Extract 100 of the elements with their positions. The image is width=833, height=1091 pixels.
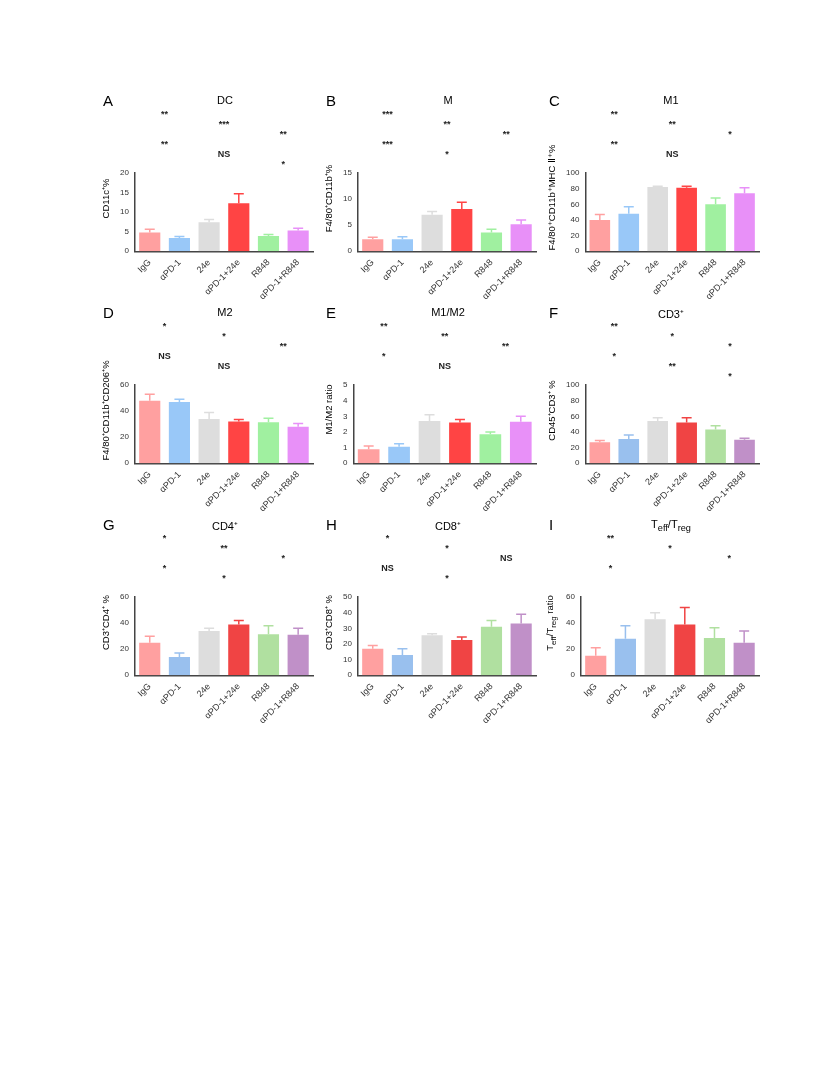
y-tick-label: 10 [342, 194, 353, 204]
text: NS [438, 361, 451, 372]
y-tick-label: 15 [342, 168, 353, 178]
y-tick-label: 100 [565, 168, 580, 178]
text: ** [502, 341, 510, 352]
text: * [162, 321, 167, 332]
bar [362, 239, 384, 252]
text: NS [381, 563, 394, 574]
text: ** [279, 129, 288, 140]
y-tick-label: 40 [119, 618, 130, 628]
y-tick-label: 60 [570, 411, 580, 421]
y-tick-label: 10 [119, 207, 130, 217]
text: * [728, 371, 733, 382]
bar [198, 630, 220, 676]
text: ** [220, 543, 228, 554]
text: * [445, 543, 450, 554]
bar [589, 442, 611, 464]
text: * [728, 341, 733, 352]
x-tick-label: IgG [354, 469, 372, 487]
y-tick-label: 40 [342, 607, 353, 617]
bar [198, 222, 220, 252]
text: *** [218, 119, 230, 130]
chart-title: DC [216, 94, 234, 106]
text: * [728, 129, 733, 140]
text: NS [217, 361, 231, 372]
y-tick-label: 20 [570, 442, 580, 452]
chart-title: CD8⁺ [434, 519, 462, 533]
text: ** [610, 139, 619, 150]
y-tick-label: 20 [342, 639, 353, 649]
text: *** [382, 139, 394, 150]
y-tick-label: 80 [570, 395, 580, 405]
x-tick-label: IgG [135, 469, 153, 487]
bar [391, 239, 413, 252]
bar [705, 429, 726, 464]
y-axis-title: F4/80⁺CD11b⁺% [321, 163, 335, 235]
text: D [103, 304, 114, 321]
y-tick-label: 20 [119, 168, 130, 178]
x-tick-label: IgG [585, 469, 603, 487]
y-tick-label: 0 [574, 246, 580, 256]
bar [421, 214, 443, 252]
chart-title: M [442, 94, 454, 106]
x-tick-label: IgG [585, 257, 603, 275]
y-tick-label: 60 [565, 592, 576, 602]
text: * [281, 553, 286, 564]
bar [168, 237, 190, 252]
text: * [385, 533, 390, 544]
y-tick-label: 60 [570, 199, 580, 209]
bar [228, 624, 250, 676]
text: I [549, 516, 554, 533]
bar [449, 422, 471, 464]
text: ** [380, 321, 388, 332]
y-tick-label: 5 [343, 380, 348, 390]
text: * [727, 553, 732, 564]
text: ** [161, 109, 169, 120]
y-tick-label: 0 [124, 458, 130, 468]
bar [362, 648, 384, 676]
y-tick-label: 15 [119, 187, 130, 197]
y-tick-label: 40 [565, 618, 576, 628]
text: ** [610, 109, 619, 120]
y-tick-label: 50 [342, 592, 353, 602]
bar [479, 434, 502, 464]
text: * [445, 573, 450, 584]
y-tick-label: 10 [342, 654, 353, 664]
y-tick-label: 0 [570, 670, 576, 680]
text: ** [668, 119, 677, 130]
bar [139, 232, 161, 252]
y-tick-label: 5 [347, 220, 353, 230]
y-tick-label: 4 [343, 395, 348, 405]
y-tick-label: 60 [119, 380, 130, 390]
bar [168, 401, 190, 464]
text: * [382, 351, 387, 362]
y-tick-label: 20 [119, 644, 130, 654]
text: * [670, 331, 675, 342]
chart-title: T$_{eff}$/T$_{reg}$ [650, 518, 692, 534]
bar [734, 439, 755, 464]
bar [676, 187, 697, 252]
y-axis-title: CD11c⁺% [98, 177, 112, 221]
text: ** [610, 321, 619, 332]
y-axis-title: CD3⁺CD4⁺ % [98, 593, 112, 653]
text: ** [161, 139, 169, 150]
chart-title: M1 [662, 94, 680, 106]
bar [287, 426, 309, 464]
chart-title: M1/M2 [430, 306, 466, 318]
text: * [608, 563, 613, 574]
y-tick-label: 0 [574, 458, 580, 468]
text: * [281, 159, 286, 170]
text: E [326, 304, 337, 321]
text: A [103, 92, 114, 109]
text: ** [607, 533, 615, 544]
y-tick-label: 0 [343, 458, 348, 468]
bar [388, 446, 410, 464]
y-axis-title: M1/M2 ratio [322, 383, 334, 437]
y-tick-label: 0 [124, 246, 130, 256]
bar [287, 230, 309, 252]
text: NS [665, 149, 679, 160]
y-tick-label: 80 [570, 183, 580, 193]
text: B [326, 92, 337, 109]
x-tick-label: IgG [358, 257, 376, 275]
y-tick-label: 20 [565, 644, 576, 654]
y-axis-title: CD3⁺CD8⁺ % [321, 593, 335, 653]
